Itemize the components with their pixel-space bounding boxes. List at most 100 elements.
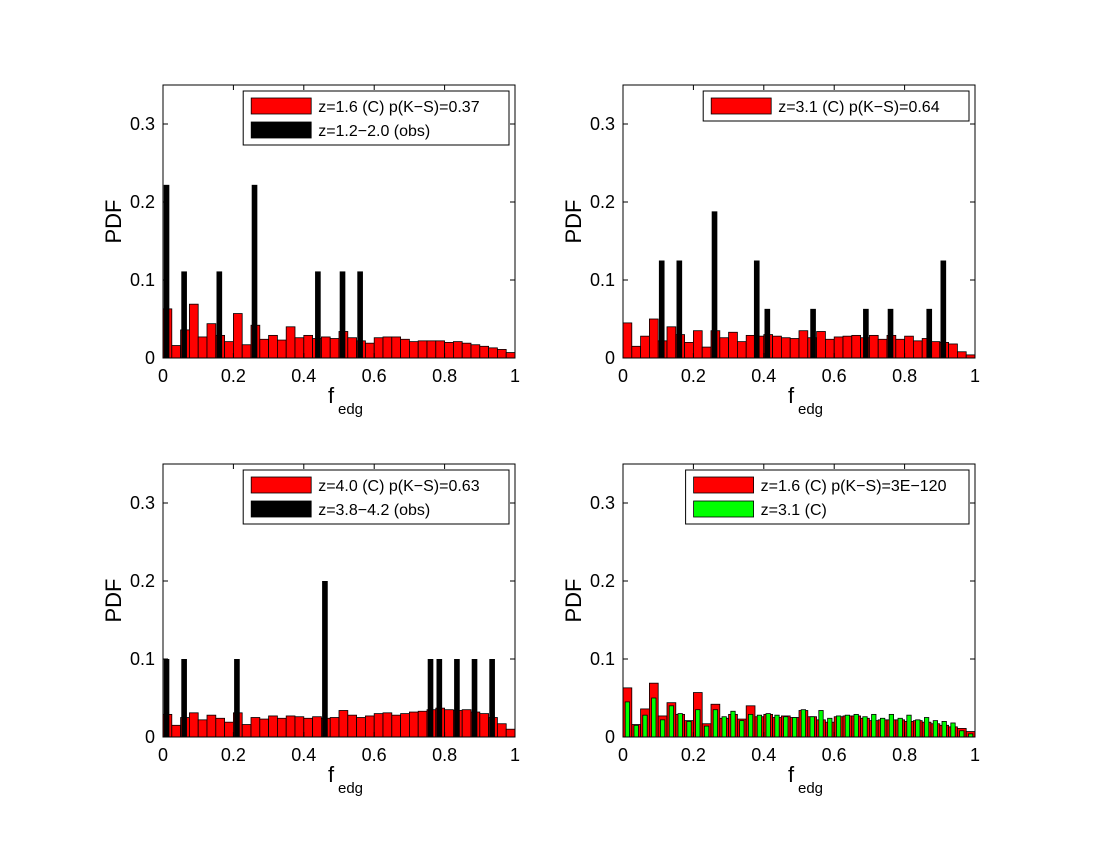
y-tick-label: 0.2 xyxy=(590,192,615,212)
bar xyxy=(642,714,648,738)
bar xyxy=(234,659,240,737)
bar xyxy=(862,716,868,738)
bar xyxy=(756,714,763,738)
x-tick-label: 0.2 xyxy=(681,366,706,386)
bar xyxy=(677,713,683,738)
y-axis-label: PDF xyxy=(101,200,126,244)
bar xyxy=(904,335,914,359)
legend: z=1.6 (C) p(K−S)=3E−120 z=3.1 (C) xyxy=(685,469,970,525)
legend: z=1.6 (C) p(K−S)=0.37 z=1.2−2.0 (obs) xyxy=(242,90,510,146)
y-tick-label: 0 xyxy=(605,727,615,747)
bar xyxy=(320,336,331,359)
bar xyxy=(232,313,243,359)
bar xyxy=(373,713,384,738)
y-tick-label: 0 xyxy=(145,727,155,747)
x-tick-label: 0.2 xyxy=(221,745,246,765)
bar xyxy=(206,323,217,359)
bar xyxy=(215,717,226,738)
bar xyxy=(792,717,798,738)
bar xyxy=(842,335,853,359)
plot-area xyxy=(623,85,975,358)
x-tick-label: 1 xyxy=(970,745,980,765)
bar xyxy=(364,342,375,359)
bar xyxy=(800,709,807,738)
bar xyxy=(461,342,472,359)
bar xyxy=(666,326,677,359)
bar xyxy=(276,717,287,738)
legend-label: z=3.1 (C) xyxy=(761,502,827,519)
bar xyxy=(624,701,631,738)
legend: z=3.1 (C) p(K−S)=0.64 xyxy=(702,90,970,122)
x-tick-label: 1 xyxy=(510,366,520,386)
bar xyxy=(479,713,489,738)
bar xyxy=(676,260,683,358)
bar xyxy=(712,709,719,738)
bar xyxy=(408,711,419,738)
y-tick-label: 0.2 xyxy=(130,192,155,212)
bar xyxy=(444,341,454,359)
bar xyxy=(957,351,967,359)
bar xyxy=(408,341,419,359)
bar xyxy=(701,346,712,359)
x-tick-label: 0.4 xyxy=(291,745,316,765)
x-axis-label-subscript: edg xyxy=(798,780,823,797)
bar xyxy=(926,308,933,358)
bar xyxy=(695,709,701,738)
axes-box xyxy=(162,463,516,738)
bar xyxy=(329,717,340,738)
bar xyxy=(250,717,261,738)
bar xyxy=(479,345,489,359)
bar xyxy=(827,717,833,738)
x-axis-label: f xyxy=(328,383,335,408)
bar xyxy=(844,714,851,738)
x-tick-label: 1 xyxy=(510,745,520,765)
bar xyxy=(426,340,437,359)
bar xyxy=(496,349,507,359)
bar xyxy=(810,308,816,358)
bar xyxy=(339,271,346,358)
bar xyxy=(721,716,727,738)
bar xyxy=(948,343,958,359)
y-axis-label: PDF xyxy=(561,579,586,623)
bar xyxy=(913,340,923,359)
x-tick-label: 0 xyxy=(158,745,168,765)
series-group xyxy=(163,184,363,358)
bar xyxy=(206,714,217,738)
legend-label: z=1.2−2.0 (obs) xyxy=(318,123,430,140)
y-tick-label: 0.1 xyxy=(130,270,155,290)
bar xyxy=(772,335,782,359)
series-group xyxy=(624,697,974,738)
bar xyxy=(836,715,842,738)
bar xyxy=(285,715,296,738)
bar xyxy=(877,338,888,359)
bar xyxy=(454,659,460,737)
y-tick-label: 0.1 xyxy=(130,649,155,669)
bar xyxy=(737,341,747,359)
x-axis-label-subscript: edg xyxy=(338,401,363,418)
bar xyxy=(684,341,694,359)
bar xyxy=(818,710,824,738)
bar xyxy=(181,271,187,358)
legend-swatch xyxy=(250,97,312,115)
y-tick-label: 0.3 xyxy=(590,493,615,513)
x-tick-label: 0.8 xyxy=(432,366,457,386)
bar xyxy=(181,659,187,737)
x-tick-label: 1 xyxy=(970,366,980,386)
y-axis-label: PDF xyxy=(561,200,586,244)
bar xyxy=(427,659,434,737)
bar xyxy=(496,723,507,738)
bar xyxy=(651,697,657,738)
x-tick-label: 0 xyxy=(618,366,628,386)
x-tick-label: 0 xyxy=(618,745,628,765)
bar xyxy=(765,713,771,738)
legend-swatch xyxy=(250,121,312,139)
bar xyxy=(668,705,675,738)
bar xyxy=(356,717,366,738)
y-tick-label: 0.2 xyxy=(130,571,155,591)
bar xyxy=(895,338,905,359)
bar xyxy=(303,334,313,359)
bar xyxy=(357,271,363,358)
x-tick-label: 0.6 xyxy=(822,366,847,386)
y-tick-label: 0.3 xyxy=(590,114,615,134)
